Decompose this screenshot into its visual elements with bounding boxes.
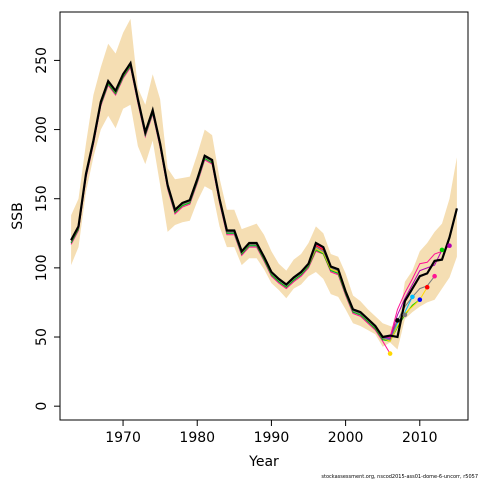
retro-series-line-5 xyxy=(70,64,421,342)
y-tick-label: 250 xyxy=(34,47,50,74)
x-tick-label: 1990 xyxy=(254,430,290,446)
confidence-band xyxy=(71,18,457,350)
x-tick-label: 2000 xyxy=(328,430,364,446)
y-axis: 0 50 100 150 200 250 xyxy=(34,47,61,411)
endpoint-marker xyxy=(410,294,415,300)
endpoint-marker xyxy=(387,351,393,356)
endpoint-marker xyxy=(424,284,430,290)
endpoint-marker xyxy=(402,312,408,318)
y-tick-label: 150 xyxy=(34,185,50,212)
endpoint-markers-layer xyxy=(387,243,452,356)
y-tick-label: 100 xyxy=(34,254,50,281)
y-tick-label: 0 xyxy=(34,402,50,411)
x-tick-label: 1970 xyxy=(105,430,141,446)
x-axis-title: Year xyxy=(248,454,279,470)
endpoint-marker xyxy=(395,318,400,323)
x-tick-label: 1980 xyxy=(179,430,215,446)
confidence-band-layer xyxy=(71,18,457,350)
endpoint-marker xyxy=(447,243,452,248)
final-estimate-line xyxy=(70,60,458,339)
y-axis-title: SSB xyxy=(10,202,26,229)
endpoint-marker xyxy=(432,273,437,279)
footer-note: stockassessment.org, nscod2015-ass01-dom… xyxy=(321,474,478,480)
retro-series-line-1 xyxy=(70,66,391,354)
endpoint-marker xyxy=(417,297,423,303)
x-tick-label: 2010 xyxy=(402,430,438,446)
series-layer xyxy=(70,60,458,354)
x-axis: 1970 1980 1990 2000 2010 xyxy=(105,419,438,446)
y-tick-label: 200 xyxy=(34,116,50,143)
y-tick-label: 50 xyxy=(34,328,50,346)
endpoint-marker xyxy=(439,247,445,253)
